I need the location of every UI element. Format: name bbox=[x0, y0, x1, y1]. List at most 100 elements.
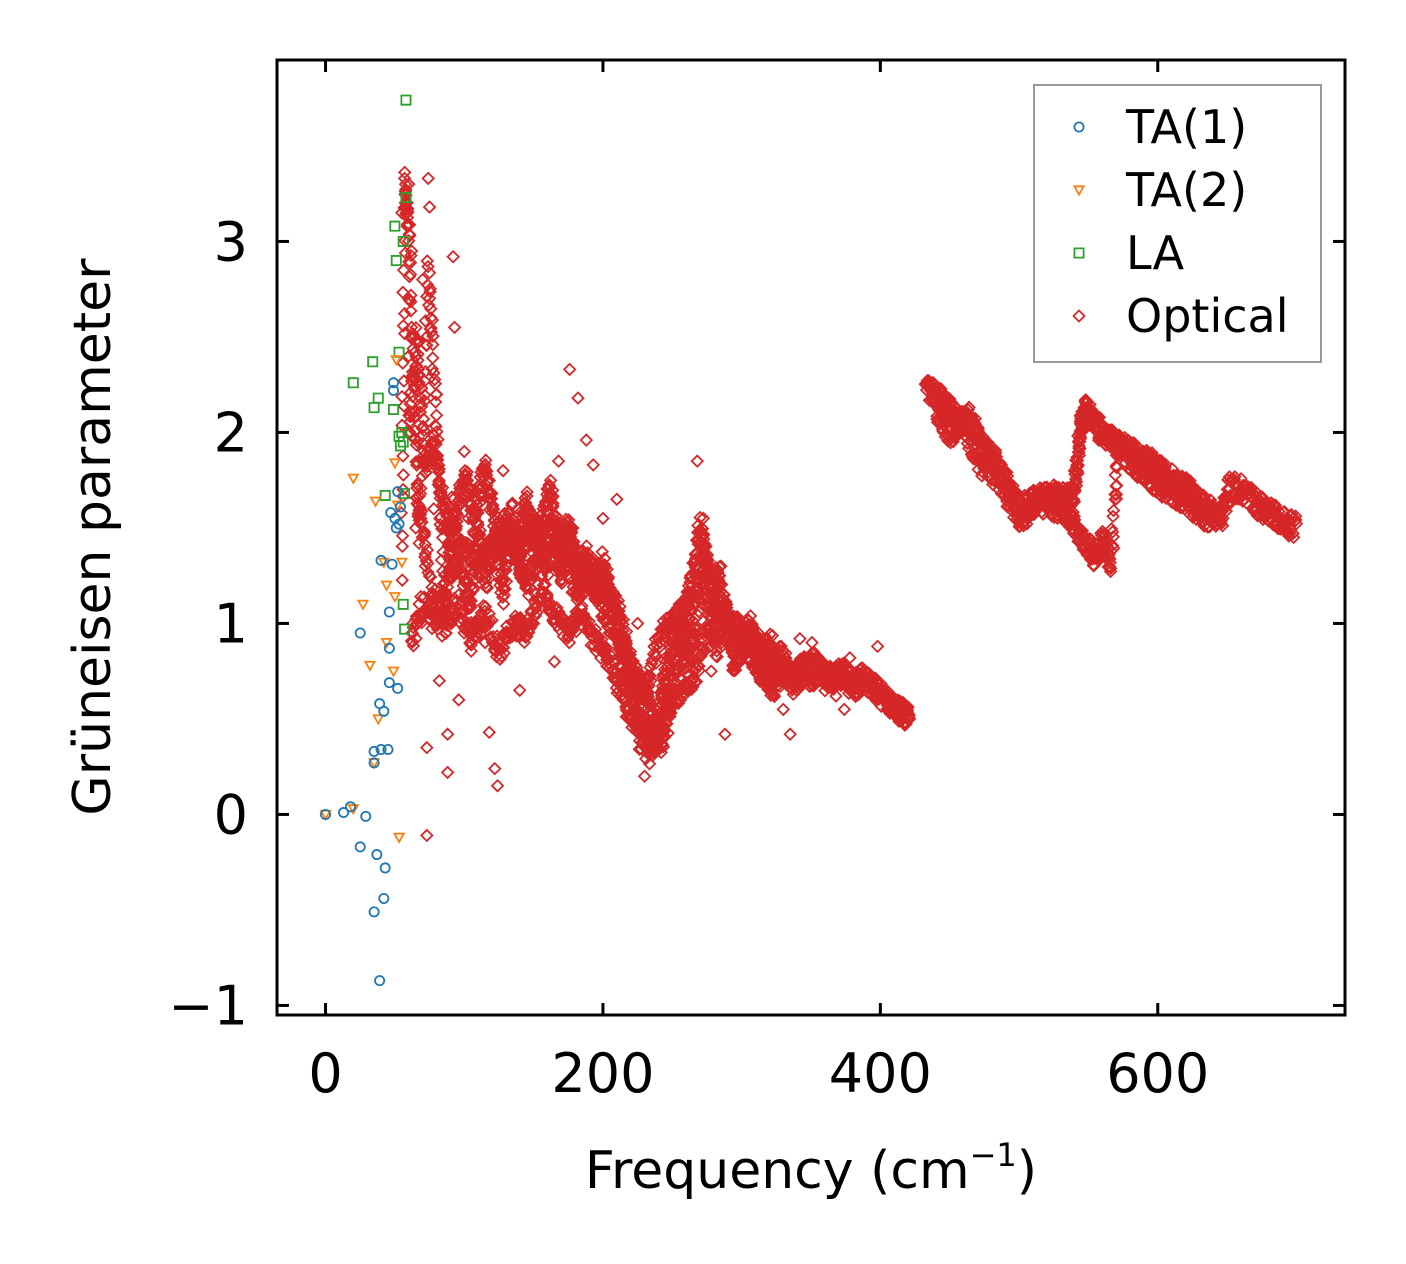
data-point-optical bbox=[529, 536, 544, 551]
data-point-optical bbox=[545, 483, 560, 497]
data-point-optical bbox=[485, 486, 499, 501]
data-point-optical bbox=[704, 567, 719, 582]
data-point-optical bbox=[597, 640, 611, 655]
data-point-optical bbox=[695, 591, 710, 606]
data-point-optical bbox=[435, 530, 450, 545]
data-point-optical bbox=[582, 614, 596, 629]
data-point-optical bbox=[549, 508, 563, 523]
data-point-optical bbox=[417, 525, 432, 539]
data-point-optical bbox=[450, 499, 465, 514]
markers-layer bbox=[319, 94, 1304, 987]
data-point-optical bbox=[540, 590, 554, 605]
data-point-optical bbox=[411, 333, 426, 348]
data-point-optical bbox=[425, 362, 440, 376]
data-point-optical bbox=[644, 673, 658, 688]
data-point-optical bbox=[401, 205, 415, 219]
data-point-optical bbox=[426, 502, 441, 516]
data-point-optical bbox=[1072, 448, 1087, 463]
data-point-optical bbox=[837, 702, 852, 717]
data-point-optical bbox=[610, 613, 624, 627]
data-point-optical bbox=[414, 399, 429, 414]
data-point-optical bbox=[397, 306, 412, 321]
data-point-optical bbox=[1105, 525, 1120, 539]
data-point-optical bbox=[446, 540, 461, 554]
data-point-optical bbox=[414, 589, 428, 604]
data-point-optical bbox=[684, 674, 699, 689]
data-point-optical bbox=[1109, 460, 1124, 475]
data-point-optical bbox=[403, 294, 418, 309]
data-point-optical bbox=[397, 165, 412, 180]
data-point-optical bbox=[413, 397, 428, 411]
data-point-optical bbox=[600, 569, 614, 583]
data-point-optical bbox=[402, 269, 417, 284]
data-point-optical bbox=[767, 672, 782, 686]
data-point-optical bbox=[1105, 538, 1120, 553]
data-point-optical bbox=[411, 353, 425, 368]
data-point-optical bbox=[709, 644, 724, 658]
data-point-optical bbox=[403, 404, 418, 419]
data-point-optical bbox=[849, 688, 863, 703]
data-point-optical bbox=[420, 828, 434, 843]
data-point-optical bbox=[722, 628, 737, 642]
data-point-optical bbox=[496, 597, 511, 611]
data-point-optical bbox=[595, 545, 610, 559]
data-point-optical bbox=[548, 516, 563, 530]
data-point-optical bbox=[398, 182, 413, 197]
data-point-optical bbox=[398, 177, 413, 192]
data-point-optical bbox=[1286, 526, 1300, 541]
data-point-optical bbox=[714, 635, 729, 650]
data-point-optical bbox=[981, 460, 995, 475]
data-point-optical bbox=[719, 601, 734, 615]
data-point-optical bbox=[606, 597, 621, 611]
data-point-optical bbox=[562, 635, 577, 650]
data-point-optical bbox=[750, 644, 764, 658]
data-point-optical bbox=[451, 557, 466, 572]
data-point-optical bbox=[438, 585, 453, 600]
data-point-optical bbox=[448, 518, 462, 532]
data-point-optical bbox=[466, 524, 481, 539]
data-point-optical bbox=[1103, 555, 1117, 570]
data-point-optical bbox=[1106, 509, 1120, 524]
data-point-optical bbox=[612, 619, 626, 633]
data-point-optical bbox=[403, 228, 417, 243]
data-point-optical bbox=[420, 740, 434, 755]
data-point-optical bbox=[499, 558, 514, 572]
data-point-optical bbox=[547, 512, 561, 527]
data-point-optical bbox=[511, 628, 525, 643]
data-point-optical bbox=[618, 663, 633, 677]
data-point-optical bbox=[661, 726, 675, 740]
data-point-optical bbox=[596, 511, 610, 526]
data-point-optical bbox=[571, 391, 585, 405]
data-point-optical bbox=[856, 670, 871, 684]
data-point-optical bbox=[481, 473, 496, 488]
data-point-optical bbox=[669, 661, 684, 676]
data-point-optical bbox=[569, 549, 584, 563]
data-point-optical bbox=[431, 604, 446, 619]
data-point-optical bbox=[496, 573, 511, 587]
data-point-optical bbox=[405, 635, 420, 650]
data-point-optical bbox=[404, 288, 418, 303]
data-point-optical bbox=[398, 184, 413, 199]
data-point-optical bbox=[1272, 504, 1286, 519]
data-point-optical bbox=[479, 614, 494, 629]
data-point-optical bbox=[701, 553, 715, 568]
data-point-optical bbox=[1071, 466, 1085, 481]
data-point-optical bbox=[429, 594, 443, 608]
data-point-optical bbox=[400, 210, 415, 225]
data-point-optical bbox=[767, 688, 781, 702]
data-point-optical bbox=[439, 626, 453, 640]
data-point-optical bbox=[513, 542, 527, 557]
data-point-optical bbox=[515, 530, 529, 545]
data-point-optical bbox=[395, 573, 410, 587]
data-point-optical bbox=[670, 648, 684, 663]
data-point-optical bbox=[735, 649, 750, 663]
data-point-optical bbox=[496, 463, 510, 478]
data-point-optical bbox=[534, 567, 549, 582]
data-point-optical bbox=[467, 527, 481, 541]
data-point-optical bbox=[470, 503, 484, 518]
data-point-optical bbox=[519, 581, 534, 596]
data-point-optical bbox=[958, 412, 972, 426]
data-point-optical bbox=[1075, 523, 1090, 538]
data-point-optical bbox=[480, 580, 495, 595]
